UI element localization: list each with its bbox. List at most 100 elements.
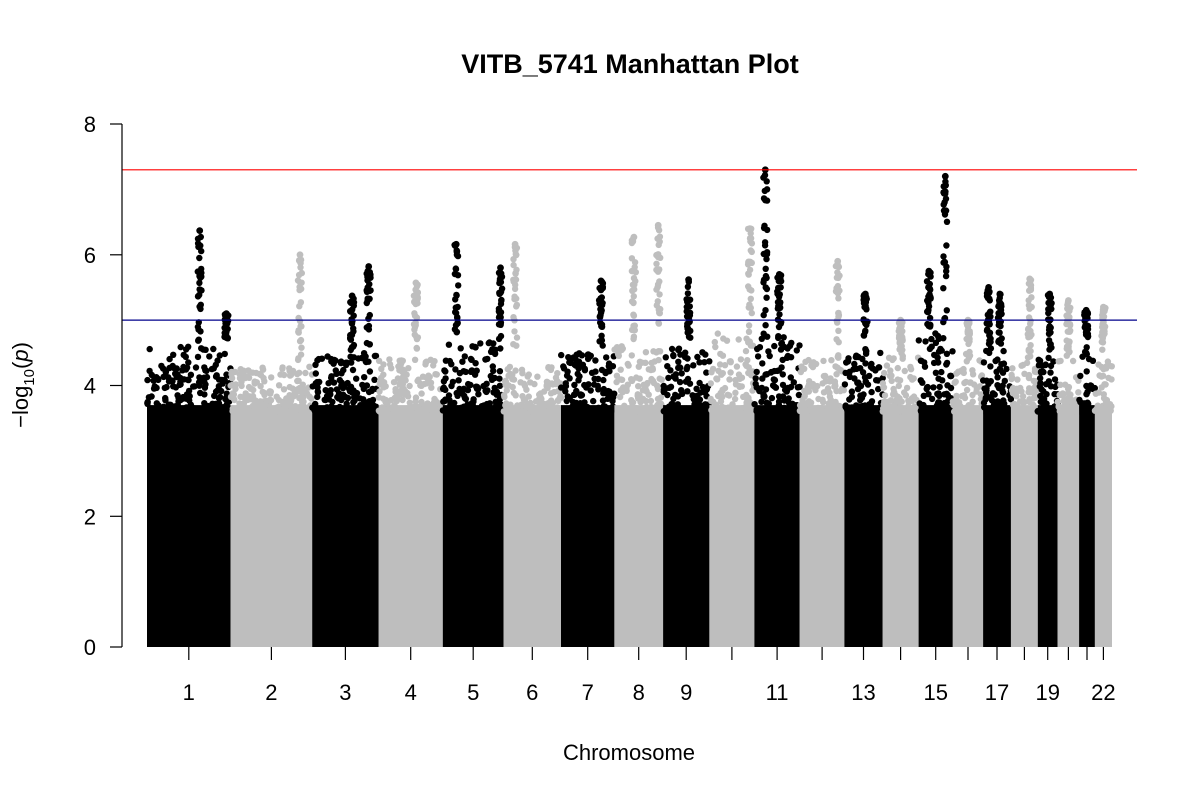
snp-point [294, 356, 302, 364]
snp-point [173, 373, 180, 381]
snp-point [960, 392, 968, 399]
snp-point [596, 338, 603, 345]
snp-point [369, 407, 376, 415]
snp-point [1070, 408, 1077, 415]
snp-point [454, 405, 461, 412]
snp-point [411, 312, 419, 319]
snp-point [830, 401, 837, 409]
snp-point [896, 404, 904, 411]
snp-point [554, 397, 562, 404]
snp-point [747, 238, 754, 245]
snp-point [262, 407, 270, 414]
snp-point [1000, 347, 1007, 355]
snp-point [513, 303, 520, 310]
snp-point [827, 396, 834, 403]
snp-point [1104, 358, 1112, 365]
snp-point [678, 370, 685, 377]
snp-point [706, 358, 713, 365]
snp-point [1030, 377, 1037, 385]
snp-point [865, 403, 872, 410]
snp-point [935, 359, 942, 366]
snp-point [353, 375, 360, 382]
snp-point [1064, 390, 1072, 397]
snp-point [462, 368, 469, 376]
snp-point [777, 299, 784, 306]
snp-point [455, 282, 462, 289]
snp-point [563, 397, 570, 405]
snp-point [406, 382, 413, 390]
snp-point [699, 349, 706, 356]
peak-snp-point [1100, 303, 1107, 311]
snp-point [846, 368, 853, 375]
snp-point [312, 370, 319, 377]
snp-point [544, 384, 551, 391]
snp-point [881, 369, 888, 377]
snp-point [379, 404, 386, 411]
snp-point [1039, 395, 1047, 403]
snp-point [1025, 388, 1032, 396]
chromosome-2-points [230, 405, 313, 647]
y-tick-label: 0 [84, 635, 96, 660]
snp-point [630, 293, 637, 300]
snp-point [410, 321, 418, 328]
snp-point [349, 366, 357, 374]
snp-point [714, 330, 721, 337]
snp-point [338, 370, 345, 377]
snp-point [899, 353, 906, 360]
snp-point [623, 384, 630, 392]
snp-point [684, 320, 691, 328]
snp-point [459, 387, 466, 395]
snp-point [1001, 377, 1008, 385]
x-tick-label-chr-5: 5 [467, 680, 479, 705]
snp-point [917, 407, 925, 414]
snp-point [635, 395, 642, 402]
snp-point [212, 388, 220, 395]
snp-point [875, 385, 882, 393]
snp-point [344, 394, 352, 402]
snp-point [619, 345, 626, 352]
snp-point [383, 399, 390, 407]
snp-point [510, 276, 517, 283]
snp-point [765, 408, 772, 415]
snp-point [306, 363, 313, 370]
snp-point [343, 400, 350, 407]
snp-point [684, 325, 692, 332]
snp-point [1084, 388, 1091, 395]
snp-point [947, 372, 954, 380]
snp-point [665, 407, 673, 414]
snp-point [483, 380, 490, 387]
snp-point [599, 397, 607, 404]
y-tick-label: 6 [84, 243, 96, 268]
snp-point [943, 218, 951, 225]
snp-point [995, 329, 1002, 336]
snp-point [296, 369, 303, 376]
snp-point [762, 265, 769, 272]
snp-point [683, 365, 690, 373]
snp-point [857, 382, 865, 390]
snp-point [763, 249, 771, 256]
snp-point [252, 406, 259, 413]
snp-point [925, 299, 932, 307]
snp-point [775, 402, 783, 409]
snp-point [1065, 328, 1072, 335]
snp-point [987, 308, 994, 315]
snp-point [592, 368, 599, 375]
snp-point [546, 406, 553, 414]
snp-point [835, 339, 842, 346]
snp-point [411, 403, 418, 410]
snp-point [406, 399, 413, 406]
snp-point [955, 399, 963, 406]
snp-point [1064, 305, 1071, 312]
snp-point [336, 376, 343, 384]
snp-point [361, 374, 368, 381]
snp-point [997, 318, 1004, 325]
snp-point [343, 359, 351, 366]
snp-point [348, 299, 355, 306]
snp-point [835, 309, 842, 317]
peak-snp-point [685, 276, 692, 283]
snp-point [890, 385, 897, 393]
snp-point [454, 320, 461, 327]
snp-point [675, 407, 683, 414]
snp-point [969, 391, 976, 399]
